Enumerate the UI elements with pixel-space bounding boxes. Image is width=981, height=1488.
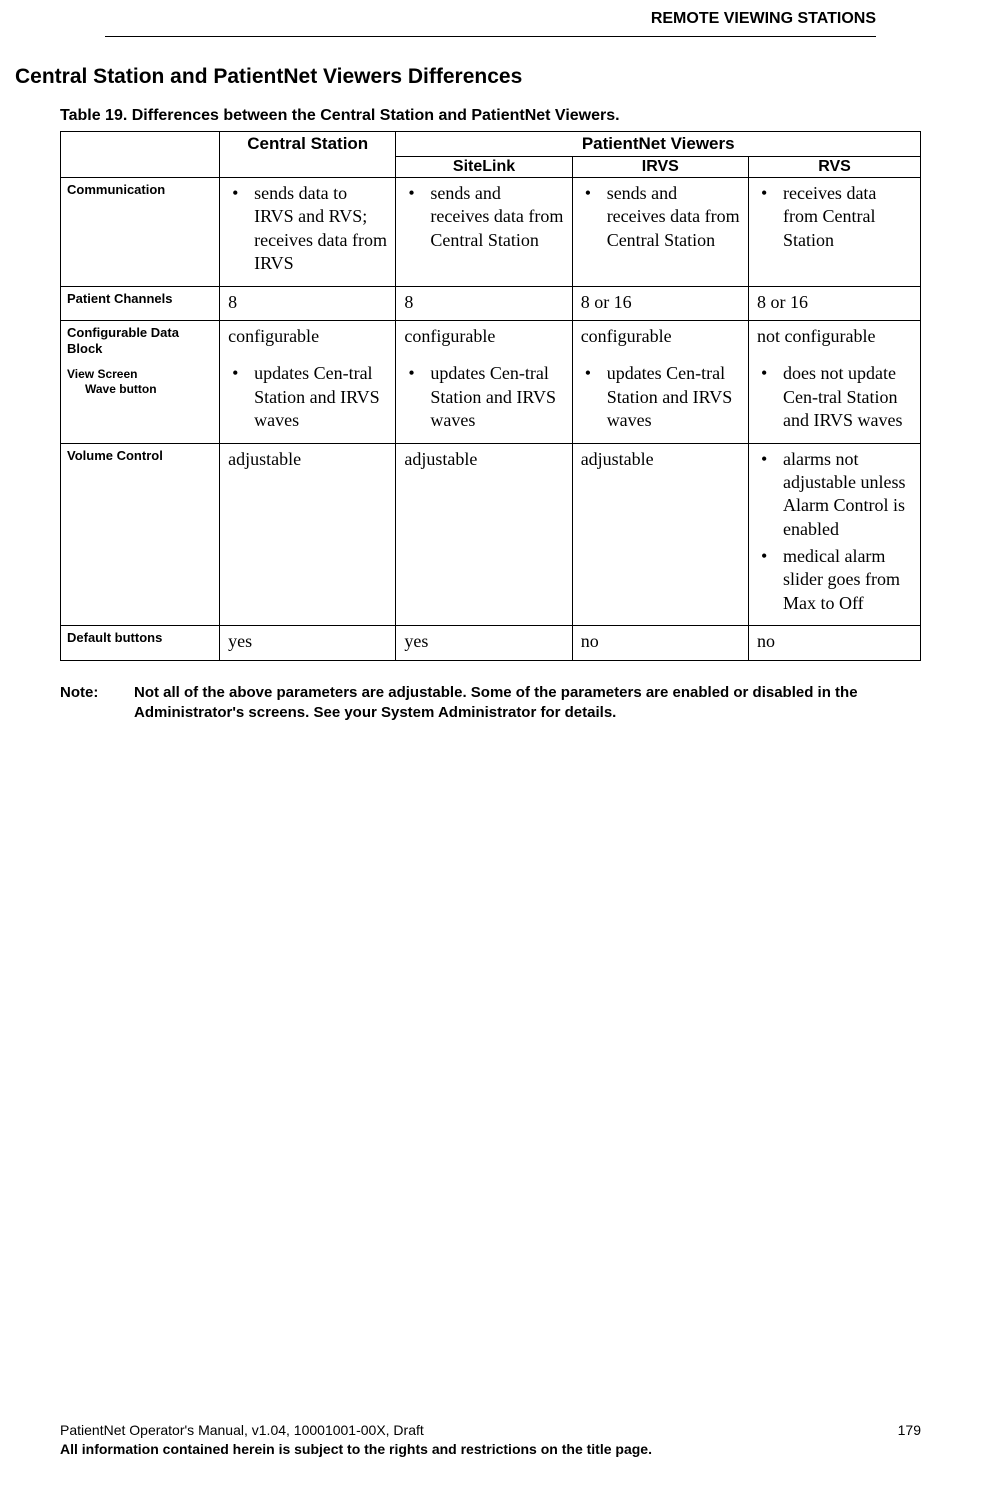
cell: configurable updates Cen-tral Station an…: [220, 320, 396, 443]
table-row: Communication sends data to IRVS and RVS…: [61, 178, 921, 287]
table-row: Volume Control adjustable adjustable adj…: [61, 443, 921, 626]
note-label: Note:: [60, 683, 134, 724]
bullet-item: sends data to IRVS and RVS; receives dat…: [228, 182, 387, 276]
cell-text: configurable: [581, 325, 740, 348]
cell: adjustable: [220, 443, 396, 626]
table-row: Configurable Data Block View Screen Wave…: [61, 320, 921, 443]
row-label-volume: Volume Control: [61, 443, 220, 626]
header-central-station: Central Station: [220, 132, 396, 178]
bullet-item: medical alarm slider goes from Max to Of…: [757, 545, 912, 615]
cell-text: not configurable: [757, 325, 912, 348]
note-text: Not all of the above parameters are adju…: [134, 683, 921, 724]
cell: 8: [396, 286, 572, 320]
row-label-default-buttons: Default buttons: [61, 626, 220, 660]
cell: not configurable does not update Cen-tra…: [748, 320, 920, 443]
cell: sends and receives data from Central Sta…: [572, 178, 748, 287]
table-caption: Table 19. Differences between the Centra…: [60, 107, 921, 125]
cell: configurable updates Cen-tral Station an…: [396, 320, 572, 443]
subheader-rvs: RVS: [748, 157, 920, 178]
table-row: Default buttons yes yes no no: [61, 626, 921, 660]
differences-table: Central Station PatientNet Viewers SiteL…: [60, 131, 921, 661]
bullet-item: updates Cen-tral Station and IRVS waves: [228, 362, 387, 432]
cell: no: [748, 626, 920, 660]
bullet-item: sends and receives data from Central Sta…: [404, 182, 563, 252]
bullet-item: updates Cen-tral Station and IRVS waves: [404, 362, 563, 432]
row-label-config-block: Configurable Data Block View Screen Wave…: [61, 320, 220, 443]
page-footer: PatientNet Operator's Manual, v1.04, 100…: [60, 1421, 921, 1460]
bullet-item: sends and receives data from Central Sta…: [581, 182, 740, 252]
cell-text: configurable: [404, 325, 563, 348]
subheader-irvs: IRVS: [572, 157, 748, 178]
page-number: 179: [898, 1421, 921, 1441]
section-title: Central Station and PatientNet Viewers D…: [15, 65, 921, 89]
header-patientnet-viewers: PatientNet Viewers: [396, 132, 921, 157]
cell: yes: [220, 626, 396, 660]
row-label-patient-channels: Patient Channels: [61, 286, 220, 320]
table-header-row: Central Station PatientNet Viewers: [61, 132, 921, 157]
bullet-item: updates Cen-tral Station and IRVS waves: [581, 362, 740, 432]
cell: no: [572, 626, 748, 660]
cell: adjustable: [396, 443, 572, 626]
cell: configurable updates Cen-tral Station an…: [572, 320, 748, 443]
footer-notice: All information contained herein is subj…: [60, 1440, 921, 1460]
cell: 8: [220, 286, 396, 320]
rowhead-line: Wave button: [67, 382, 213, 397]
note-block: Note: Not all of the above parameters ar…: [60, 683, 921, 724]
rowhead-line: View Screen: [67, 367, 213, 382]
bullet-item: alarms not adjustable unless Alarm Contr…: [757, 448, 912, 542]
row-label-communication: Communication: [61, 178, 220, 287]
cell: 8 or 16: [748, 286, 920, 320]
header-rule: [105, 36, 876, 37]
cell: yes: [396, 626, 572, 660]
cell: sends and receives data from Central Sta…: [396, 178, 572, 287]
cell: adjustable: [572, 443, 748, 626]
cell-text: configurable: [228, 325, 387, 348]
subheader-sitelink: SiteLink: [396, 157, 572, 178]
bullet-item: does not update Cen-tral Station and IRV…: [757, 362, 912, 432]
rowhead-line: Configurable Data Block: [67, 325, 179, 356]
bullet-item: receives data from Central Station: [757, 182, 912, 252]
cell: receives data from Central Station: [748, 178, 920, 287]
running-header: REMOTE VIEWING STATIONS: [60, 0, 921, 28]
table-row: Patient Channels 8 8 8 or 16 8 or 16: [61, 286, 921, 320]
footer-left: PatientNet Operator's Manual, v1.04, 100…: [60, 1421, 424, 1441]
cell: alarms not adjustable unless Alarm Contr…: [748, 443, 920, 626]
cell: sends data to IRVS and RVS; receives dat…: [220, 178, 396, 287]
header-empty: [61, 132, 220, 178]
cell: 8 or 16: [572, 286, 748, 320]
